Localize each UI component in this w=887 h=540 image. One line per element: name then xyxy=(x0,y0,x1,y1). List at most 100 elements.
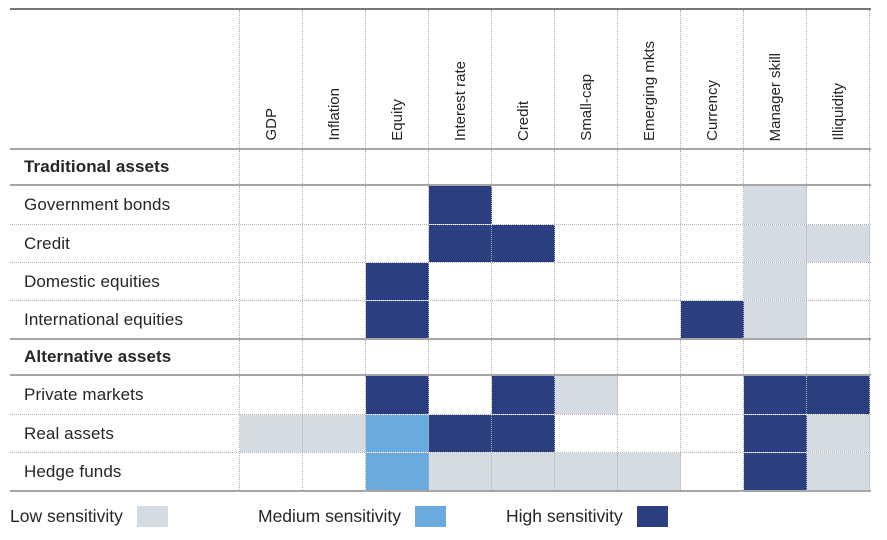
cell-private-markets-manager-skill-high xyxy=(744,376,807,414)
cell-private-markets-equity-high xyxy=(366,376,429,414)
cell-credit-emerging-mkts-none xyxy=(618,225,681,262)
cell-private-markets-illiquidity-high xyxy=(807,376,870,414)
cell-traditional-assets-emerging-mkts-none xyxy=(618,150,681,184)
cell-credit-interest-rate-high xyxy=(429,225,492,262)
table-row-international-equities: International equities xyxy=(10,300,871,338)
table-row-domestic-equities: Domestic equities xyxy=(10,262,871,300)
column-header-label: Manager skill xyxy=(766,52,784,141)
cell-international-equities-illiquidity-none xyxy=(807,301,870,338)
cell-traditional-assets-currency-none xyxy=(681,150,744,184)
table-row-hedge-funds: Hedge funds xyxy=(10,452,871,490)
legend: Low sensitivity Medium sensitivity High se… xyxy=(0,502,887,532)
cell-alternative-assets-equity-none xyxy=(366,340,429,374)
cell-traditional-assets-interest-rate-none xyxy=(429,150,492,184)
cell-hedge-funds-equity-medium xyxy=(366,453,429,490)
column-header-label: Small-cap xyxy=(577,74,595,141)
column-header-label: Credit xyxy=(514,100,532,141)
cell-credit-gdp-none xyxy=(240,225,303,262)
cell-hedge-funds-currency-none xyxy=(681,453,744,490)
cell-credit-illiquidity-low xyxy=(807,225,870,262)
cell-real-assets-illiquidity-low xyxy=(807,415,870,452)
legend-swatch-medium xyxy=(414,505,446,527)
cell-alternative-assets-currency-none xyxy=(681,340,744,374)
cell-international-equities-small-cap-none xyxy=(555,301,618,338)
cell-international-equities-inflation-none xyxy=(303,301,366,338)
section-row-alternative-assets: Alternative assets xyxy=(10,338,871,376)
sensitivity-heatmap-table: GDP Inflation Equity Interest rate Credit Sma… xyxy=(10,8,871,492)
cell-hedge-funds-inflation-none xyxy=(303,453,366,490)
section-row-traditional-assets: Traditional assets xyxy=(10,148,871,186)
cell-credit-credit-high xyxy=(492,225,555,262)
cell-real-assets-credit-high xyxy=(492,415,555,452)
cell-credit-manager-skill-low xyxy=(744,225,807,262)
cell-domestic-equities-gdp-none xyxy=(240,263,303,300)
column-header-credit: Credit xyxy=(492,10,555,148)
cell-alternative-assets-small-cap-none xyxy=(555,340,618,374)
cell-hedge-funds-manager-skill-high xyxy=(744,453,807,490)
cell-private-markets-currency-none xyxy=(681,376,744,414)
column-header-emerging-mkts: Emerging mkts xyxy=(618,10,681,148)
cell-private-markets-gdp-none xyxy=(240,376,303,414)
cell-international-equities-gdp-none xyxy=(240,301,303,338)
table-row-government-bonds: Government bonds xyxy=(10,186,871,224)
cell-hedge-funds-gdp-none xyxy=(240,453,303,490)
cell-traditional-assets-equity-none xyxy=(366,150,429,184)
cell-international-equities-equity-high xyxy=(366,301,429,338)
cell-government-bonds-emerging-mkts-none xyxy=(618,186,681,224)
cell-real-assets-manager-skill-high xyxy=(744,415,807,452)
cell-traditional-assets-illiquidity-none xyxy=(807,150,870,184)
cell-alternative-assets-emerging-mkts-none xyxy=(618,340,681,374)
legend-label: High sensitivity xyxy=(506,505,623,526)
legend-item-medium-sensitivity: Medium sensitivity xyxy=(258,502,446,530)
table-body: Traditional assets Government bonds Credit… xyxy=(10,148,871,490)
cell-private-markets-interest-rate-none xyxy=(429,376,492,414)
cell-alternative-assets-illiquidity-none xyxy=(807,340,870,374)
column-header-small-cap: Small-cap xyxy=(555,10,618,148)
cell-alternative-assets-gdp-none xyxy=(240,340,303,374)
cell-domestic-equities-small-cap-none xyxy=(555,263,618,300)
cell-alternative-assets-manager-skill-none xyxy=(744,340,807,374)
cell-credit-equity-none xyxy=(366,225,429,262)
cell-credit-inflation-none xyxy=(303,225,366,262)
table-row-credit: Credit xyxy=(10,224,871,262)
column-header-row: GDP Inflation Equity Interest rate Credit Sma… xyxy=(10,10,871,148)
legend-item-low-sensitivity: Low sensitivity xyxy=(10,502,168,530)
column-header-label: GDP xyxy=(262,108,280,141)
cell-hedge-funds-interest-rate-low xyxy=(429,453,492,490)
cell-government-bonds-gdp-none xyxy=(240,186,303,224)
row-label: Alternative assets xyxy=(10,340,240,374)
column-header-manager-skill: Manager skill xyxy=(744,10,807,148)
legend-swatch-low xyxy=(136,505,168,527)
header-spacer xyxy=(10,10,240,148)
row-label: Private markets xyxy=(10,376,240,414)
cell-government-bonds-currency-none xyxy=(681,186,744,224)
cell-international-equities-interest-rate-none xyxy=(429,301,492,338)
cell-government-bonds-interest-rate-high xyxy=(429,186,492,224)
cell-traditional-assets-inflation-none xyxy=(303,150,366,184)
cell-private-markets-credit-high xyxy=(492,376,555,414)
legend-item-high-sensitivity: High sensitivity xyxy=(506,502,668,530)
cell-real-assets-equity-medium xyxy=(366,415,429,452)
cell-alternative-assets-inflation-none xyxy=(303,340,366,374)
cell-domestic-equities-illiquidity-none xyxy=(807,263,870,300)
cell-real-assets-interest-rate-high xyxy=(429,415,492,452)
cell-government-bonds-manager-skill-low xyxy=(744,186,807,224)
row-label: Domestic equities xyxy=(10,263,240,300)
cell-international-equities-manager-skill-low xyxy=(744,301,807,338)
cell-international-equities-credit-none xyxy=(492,301,555,338)
cell-real-assets-small-cap-none xyxy=(555,415,618,452)
cell-domestic-equities-emerging-mkts-none xyxy=(618,263,681,300)
column-header-inflation: Inflation xyxy=(303,10,366,148)
row-label: Real assets xyxy=(10,415,240,452)
cell-traditional-assets-small-cap-none xyxy=(555,150,618,184)
cell-real-assets-gdp-low xyxy=(240,415,303,452)
column-header-gdp: GDP xyxy=(240,10,303,148)
column-header-label: Inflation xyxy=(325,88,343,141)
column-header-label: Equity xyxy=(388,99,406,141)
column-header-equity: Equity xyxy=(366,10,429,148)
cell-government-bonds-credit-none xyxy=(492,186,555,224)
cell-alternative-assets-interest-rate-none xyxy=(429,340,492,374)
column-header-illiquidity: Illiquidity xyxy=(807,10,870,148)
cell-international-equities-emerging-mkts-none xyxy=(618,301,681,338)
